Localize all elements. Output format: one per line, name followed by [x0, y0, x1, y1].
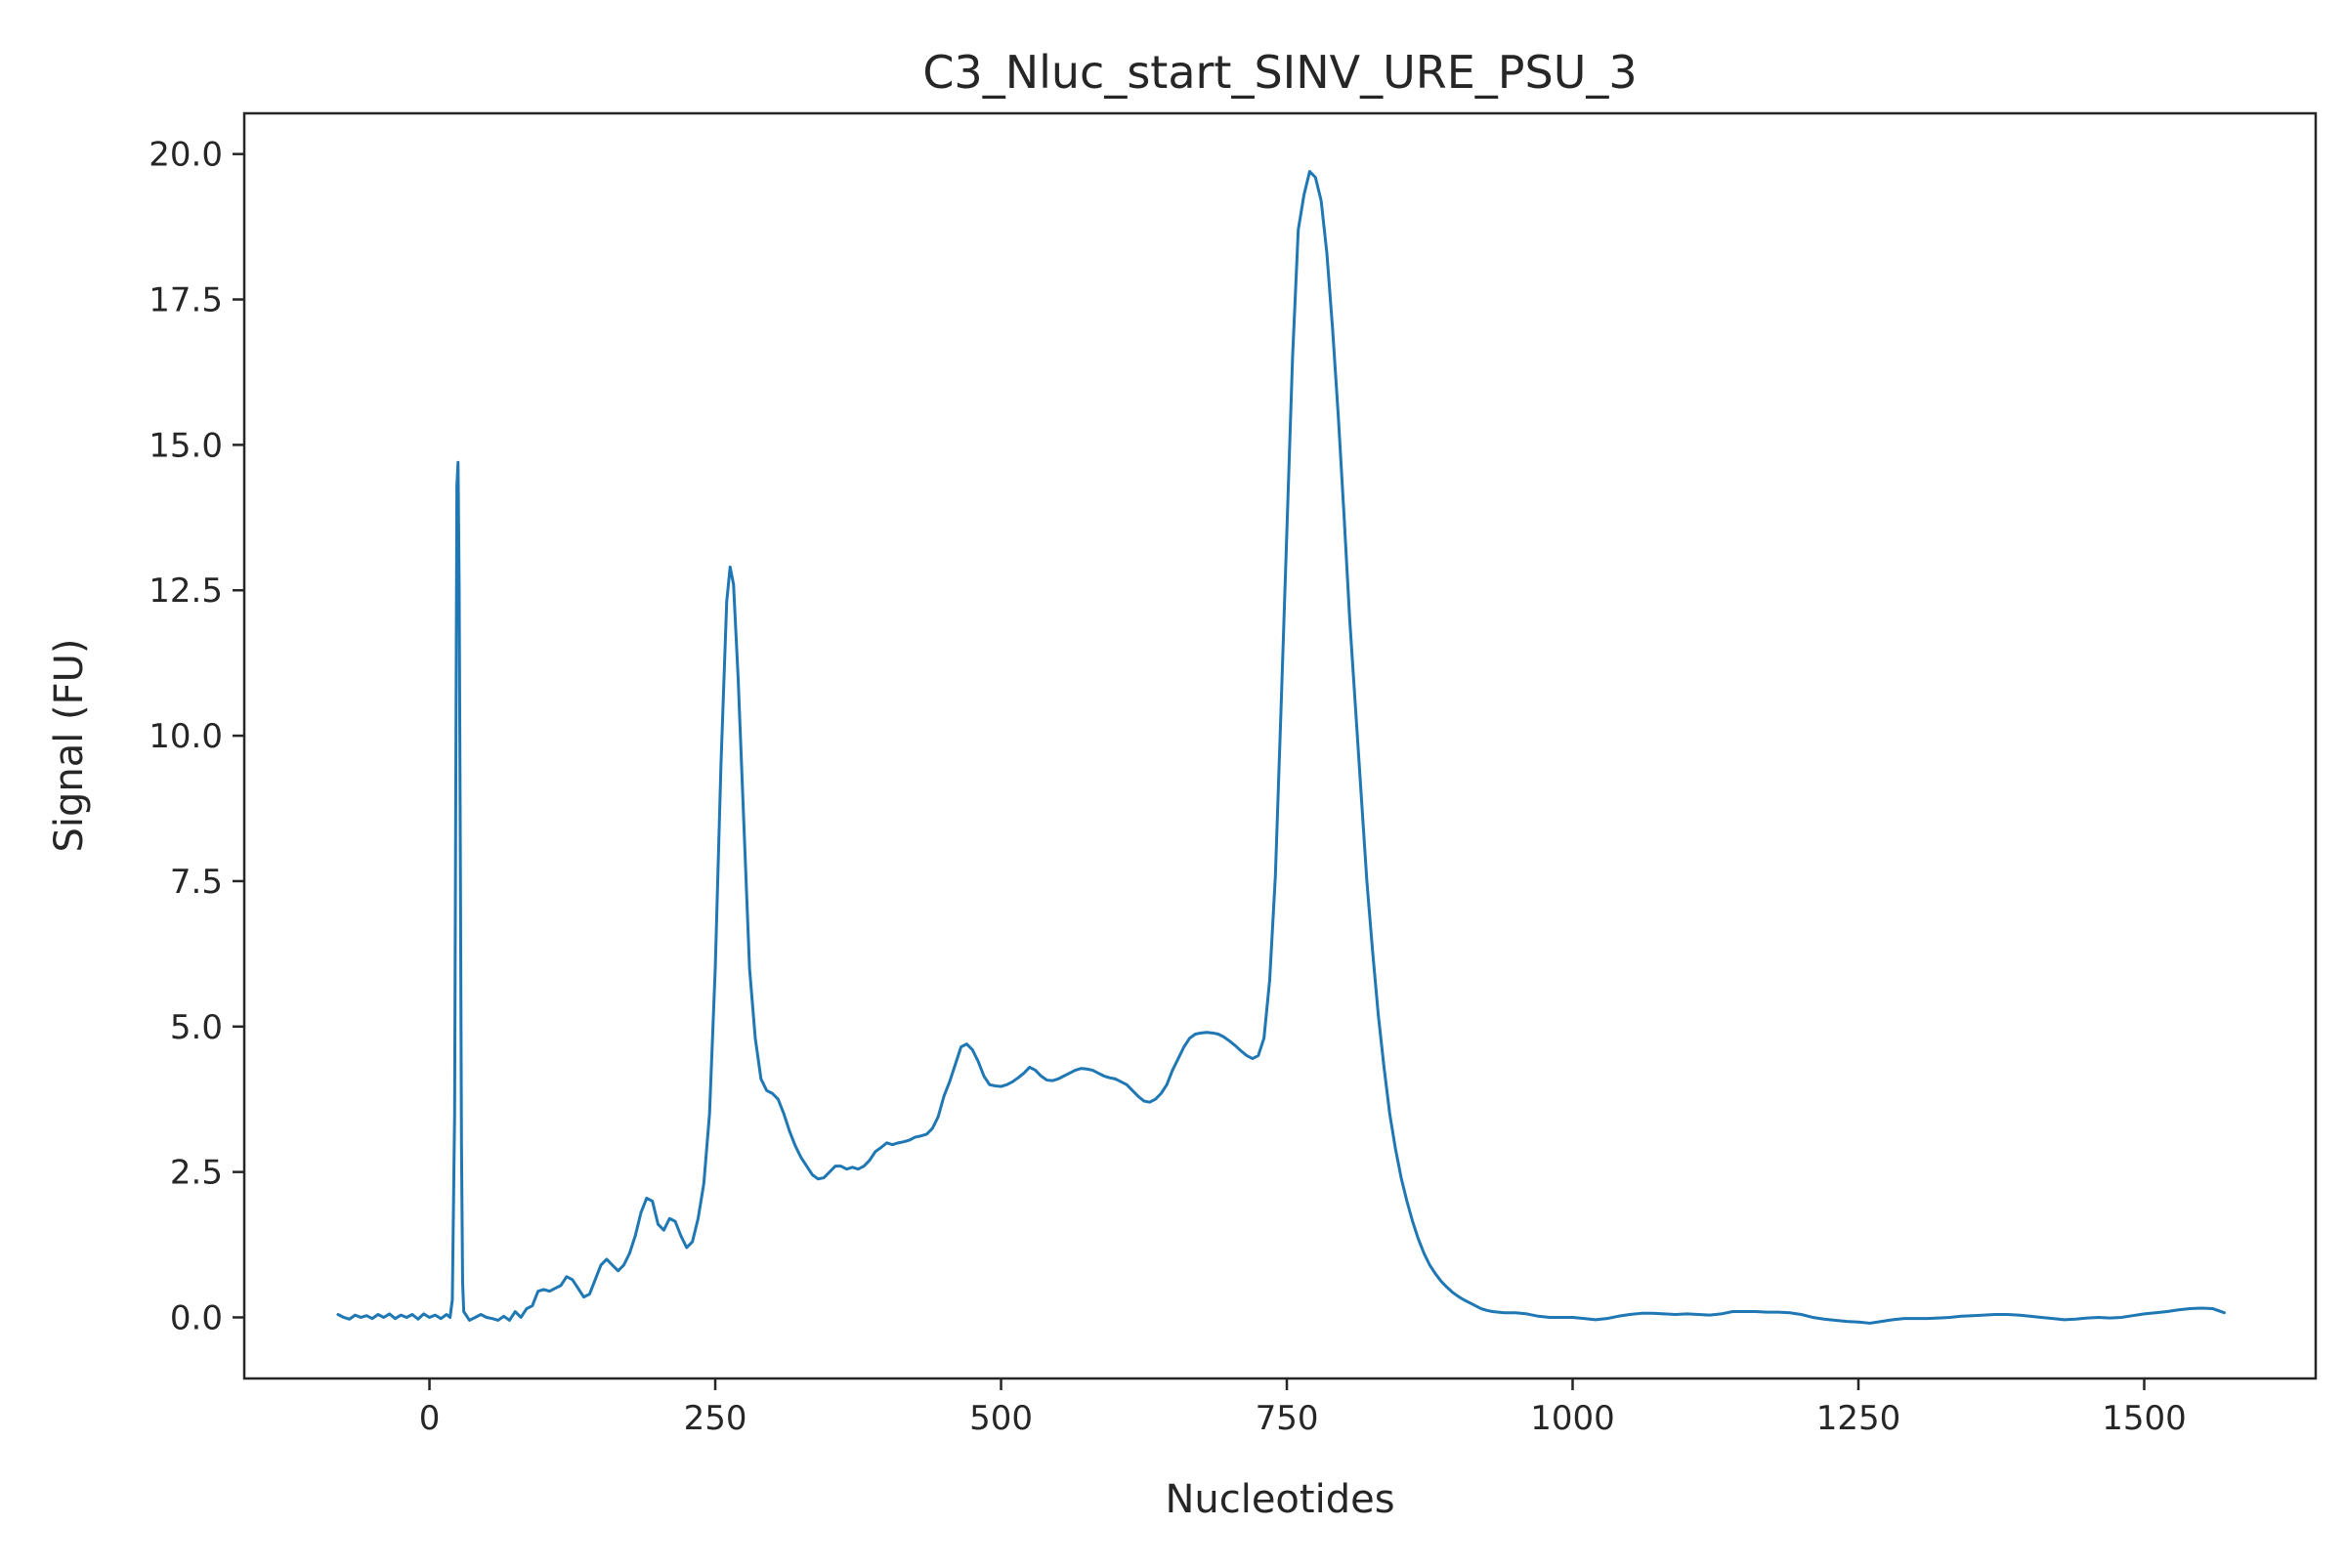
y-tick-label: 12.5 [149, 572, 223, 611]
x-axis-ticks: 0 250 500 750 1000 1250 1500 [419, 1378, 2187, 1438]
series-line-0 [336, 170, 2226, 1325]
y-tick-label: 5.0 [170, 1008, 223, 1047]
x-tick-label: 1500 [2102, 1399, 2187, 1438]
x-tick-label: 750 [1256, 1399, 1319, 1438]
axes-frame [242, 111, 2318, 1380]
x-tick-label: 1250 [1816, 1399, 1901, 1438]
x-tick-label: 1000 [1530, 1399, 1615, 1438]
x-axis-label: Nucleotides [1165, 1477, 1394, 1522]
y-axis-label: Signal (FU) [47, 638, 92, 852]
x-tick-label: 0 [419, 1399, 441, 1438]
y-tick-label: 7.5 [170, 863, 223, 902]
y-tick-label: 15.0 [149, 426, 223, 465]
x-tick-label: 500 [969, 1399, 1033, 1438]
y-axis-ticks: 0.0 2.5 5.0 7.5 10.0 12.5 15.0 17.5 20.0 [149, 136, 244, 1337]
chart-title: C3_Nluc_start_SINV_URE_PSU_3 [922, 46, 1637, 99]
y-tick-label: 17.5 [149, 281, 223, 320]
x-tick-label: 250 [684, 1399, 747, 1438]
y-tick-label: 2.5 [170, 1154, 223, 1193]
y-tick-label: 10.0 [149, 717, 223, 756]
y-tick-label: 20.0 [149, 136, 223, 175]
plot-area [336, 170, 2226, 1325]
y-tick-label: 0.0 [170, 1298, 223, 1337]
